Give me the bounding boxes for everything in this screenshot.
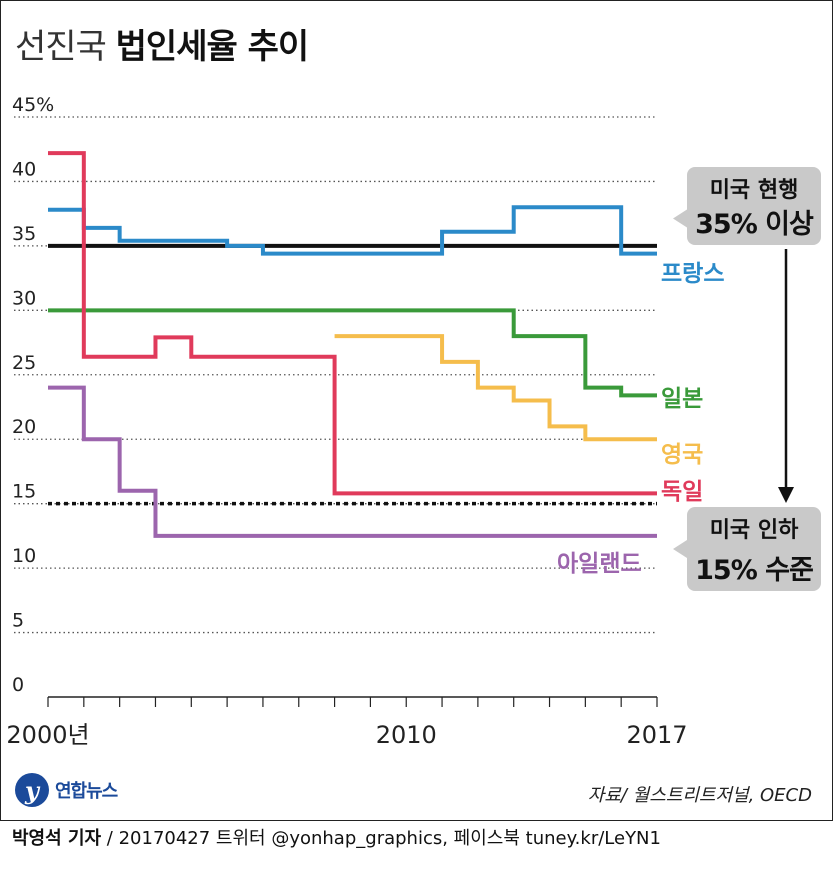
x-tick-label: 2000년	[6, 721, 89, 749]
y-tick-label: 25	[12, 352, 36, 374]
y-tick-label: 30	[12, 287, 36, 309]
yonhap-logo: y 연합뉴스	[15, 773, 118, 807]
annotation-line1: 미국 현행	[710, 178, 799, 203]
tick-labels: 0 5 10 15 20 25 30 35 40 45% 2000년 2010 2017	[6, 94, 687, 749]
source-note: 자료/ 월스트리트저널, OECD	[587, 785, 812, 806]
logo-mark: y	[15, 773, 49, 807]
x-tick-label: 2017	[626, 721, 687, 749]
grid-lines	[14, 116, 658, 707]
title-light: 선진국	[15, 27, 107, 67]
series-label: 프랑스	[661, 261, 724, 287]
chart-frame: 선진국 법인세율 추이 0 5 10 15 20 25 30 35 40 45% 2000년 2010…	[0, 0, 833, 821]
annotation-box	[687, 167, 821, 245]
x-tick-label: 2010	[376, 721, 437, 749]
series-line	[48, 151, 657, 496]
annotation-pointer	[673, 540, 687, 558]
y-tick-label: 0	[12, 674, 24, 696]
annotation-box	[687, 507, 821, 591]
series-label: 일본	[661, 386, 703, 412]
chart-svg: 0 5 10 15 20 25 30 35 40 45% 2000년 2010 2017 프랑스일본영국…	[6, 94, 821, 749]
reference-lines	[48, 243, 657, 506]
y-tick-label: 10	[12, 545, 36, 567]
annotation-pointer	[673, 209, 687, 228]
series-label: 아일랜드	[557, 551, 642, 577]
y-tick-label: 40	[12, 158, 36, 180]
footer-rest: / 20170427 트위터 @yonhap_graphics, 페이스북 tu…	[101, 828, 661, 849]
arrow-head	[778, 487, 794, 503]
footer: 박영석 기자 / 20170427 트위터 @yonhap_graphics, …	[12, 824, 661, 850]
y-tick-label: 15	[12, 481, 36, 503]
series-line	[334, 334, 657, 442]
y-tick-label: 5	[12, 610, 24, 632]
y-tick-label: 45%	[12, 94, 54, 116]
annotation-line1: 미국 인하	[710, 518, 799, 543]
annotation-line2: 15% 수준	[695, 555, 813, 586]
series-line	[48, 385, 657, 538]
series-lines	[48, 151, 657, 538]
chart-title: 선진국 법인세율 추이	[15, 19, 310, 68]
title-bold: 법인세율 추이	[115, 27, 310, 67]
series-label: 영국	[661, 442, 703, 468]
annotation-line2: 35% 이상	[695, 209, 814, 240]
series-label: 독일	[661, 479, 703, 505]
y-tick-label: 20	[12, 416, 36, 438]
logo-text: 연합뉴스	[55, 781, 118, 802]
y-tick-label: 35	[12, 223, 36, 245]
footer-reporter: 박영석 기자	[12, 828, 102, 849]
series-line	[48, 205, 657, 256]
series-line	[48, 308, 657, 398]
